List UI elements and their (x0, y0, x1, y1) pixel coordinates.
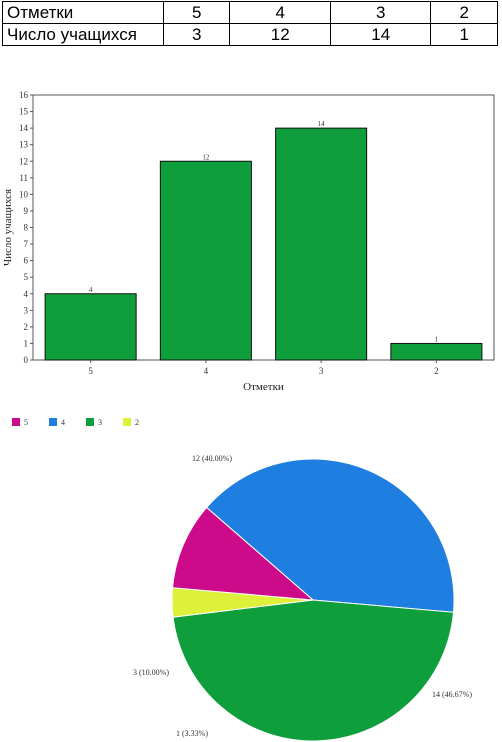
table-row-counts: Число учащихся 3 12 14 1 (2, 23, 498, 46)
table-row-grades: Отметки 5 4 3 2 (2, 1, 498, 24)
pie-slice-label: 14 (46.67%) (432, 690, 472, 699)
y-tick-label: 13 (19, 140, 29, 150)
pie-slice-label: 12 (40.00%) (192, 454, 232, 463)
y-tick-label: 14 (19, 123, 29, 133)
table-cell: 5 (162, 1, 231, 24)
y-tick-label: 1 (24, 338, 29, 348)
y-tick-label: 12 (19, 156, 28, 166)
bar-chart: 0123456789101112131415164512414312Отметк… (2, 90, 495, 392)
bar-data-label: 14 (318, 120, 326, 128)
y-tick-label: 6 (24, 256, 29, 266)
y-tick-label: 16 (19, 90, 29, 100)
y-tick-label: 10 (19, 189, 29, 199)
y-tick-label: 15 (19, 107, 29, 117)
y-tick-label: 3 (24, 305, 29, 315)
pie-slice (205, 458, 455, 613)
bar-data-label: 4 (89, 286, 93, 294)
legend-label: 2 (135, 418, 139, 427)
table-row-label: Отметки (2, 1, 164, 24)
table-cell: 3 (329, 1, 432, 24)
y-axis-title: Число учащихся (2, 189, 14, 266)
y-tick-label: 2 (24, 322, 29, 332)
x-tick-label: 2 (434, 366, 439, 376)
table-cell: 14 (329, 23, 432, 46)
table-cell: 2 (430, 1, 498, 24)
pie-slice (171, 506, 315, 601)
y-tick-label: 0 (24, 355, 29, 365)
table-cell: 1 (430, 23, 498, 46)
x-tick-label: 4 (204, 366, 209, 376)
legend-swatch (49, 418, 57, 426)
y-tick-label: 9 (24, 206, 29, 216)
pie-slice (172, 599, 455, 742)
grades-table: Отметки 5 4 3 2 Число учащихся 3 12 14 1 (2, 1, 498, 46)
legend-label: 4 (61, 418, 65, 427)
legend-label: 3 (98, 418, 102, 427)
pie-chart: 5 4 3 2 12 (40.00%) 14 (46.67%) 1 (3.33%) 3 (10… (12, 418, 472, 742)
bar (159, 160, 252, 361)
y-tick-label: 11 (19, 173, 28, 183)
y-tick-label: 4 (24, 289, 29, 299)
legend-swatch (12, 418, 20, 426)
bar (44, 293, 137, 361)
pie-slice-label: 3 (10.00%) (133, 668, 169, 677)
bar-data-label: 12 (202, 153, 210, 161)
table-cell: 4 (229, 1, 331, 24)
table-row-label: Число учащихся (2, 23, 164, 46)
x-tick-label: 5 (88, 366, 93, 376)
legend-swatch (86, 418, 94, 426)
bar (275, 127, 368, 361)
x-axis-title: Отметки (243, 381, 284, 392)
x-tick-label: 3 (319, 366, 324, 376)
bar-data-label: 1 (435, 335, 439, 343)
y-tick-label: 8 (24, 223, 29, 233)
y-tick-label: 5 (24, 272, 29, 282)
legend-label: 5 (24, 418, 28, 427)
table-cell: 3 (162, 23, 231, 46)
table-cell: 12 (229, 23, 331, 46)
y-tick-label: 7 (24, 239, 29, 249)
pie-slice-label: 1 (3.33%) (176, 729, 208, 738)
legend-swatch (123, 418, 131, 426)
bar (390, 342, 483, 361)
